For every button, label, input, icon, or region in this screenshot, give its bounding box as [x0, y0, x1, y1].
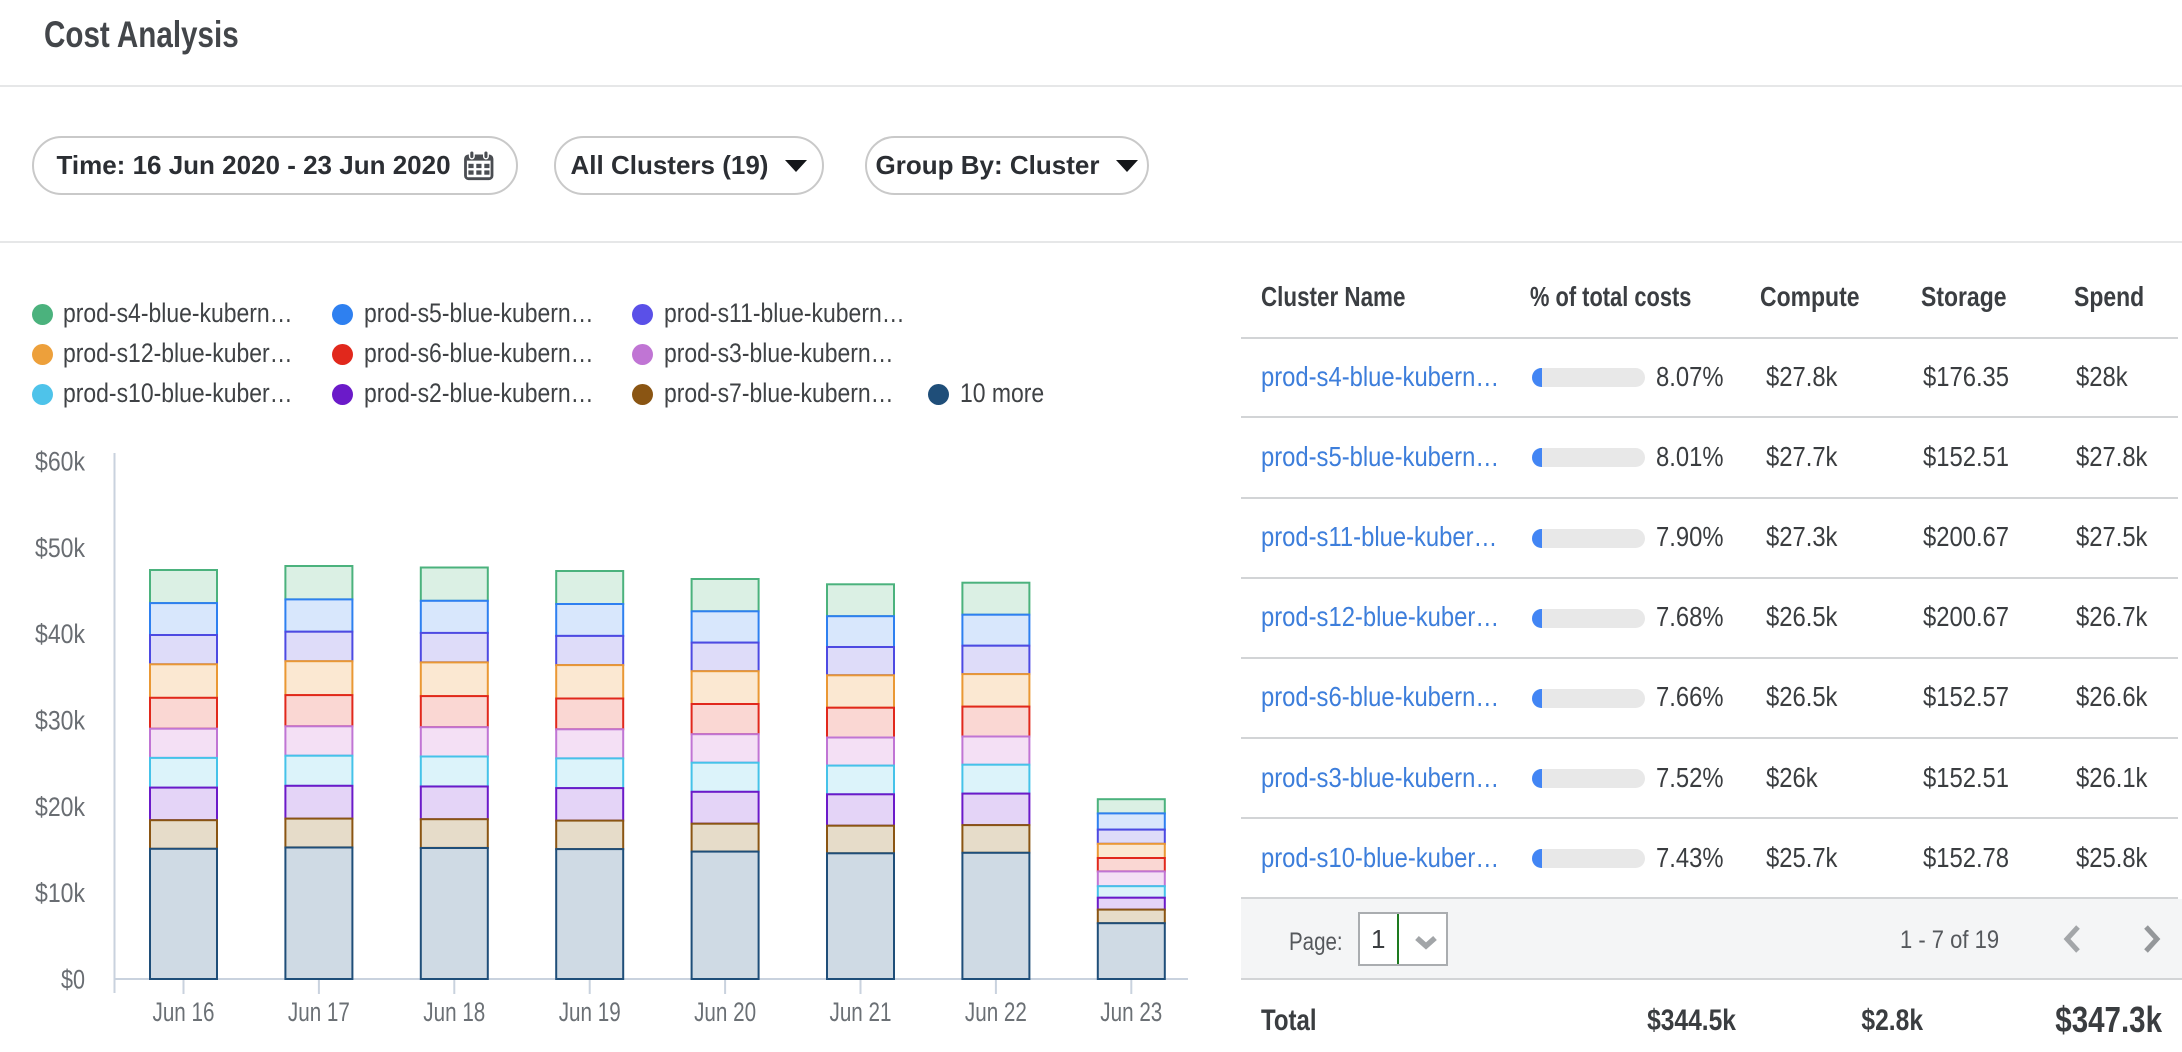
svg-text:Jun 20: Jun 20 [694, 997, 756, 1027]
svg-text:$40k: $40k [35, 619, 85, 649]
svg-text:$30k: $30k [35, 706, 85, 736]
svg-text:Jun 21: Jun 21 [830, 997, 892, 1027]
svg-text:Jun 22: Jun 22 [965, 997, 1027, 1027]
svg-text:Jun 17: Jun 17 [288, 997, 350, 1027]
svg-text:Jun 19: Jun 19 [559, 997, 621, 1027]
svg-text:Jun 23: Jun 23 [1100, 997, 1162, 1027]
svg-text:$0: $0 [61, 965, 85, 995]
svg-text:$50k: $50k [35, 533, 85, 563]
svg-text:$10k: $10k [35, 878, 85, 908]
svg-text:Jun 18: Jun 18 [423, 997, 485, 1027]
svg-text:Jun 16: Jun 16 [153, 997, 215, 1027]
svg-text:$20k: $20k [35, 792, 85, 822]
svg-text:$60k: $60k [35, 447, 85, 477]
